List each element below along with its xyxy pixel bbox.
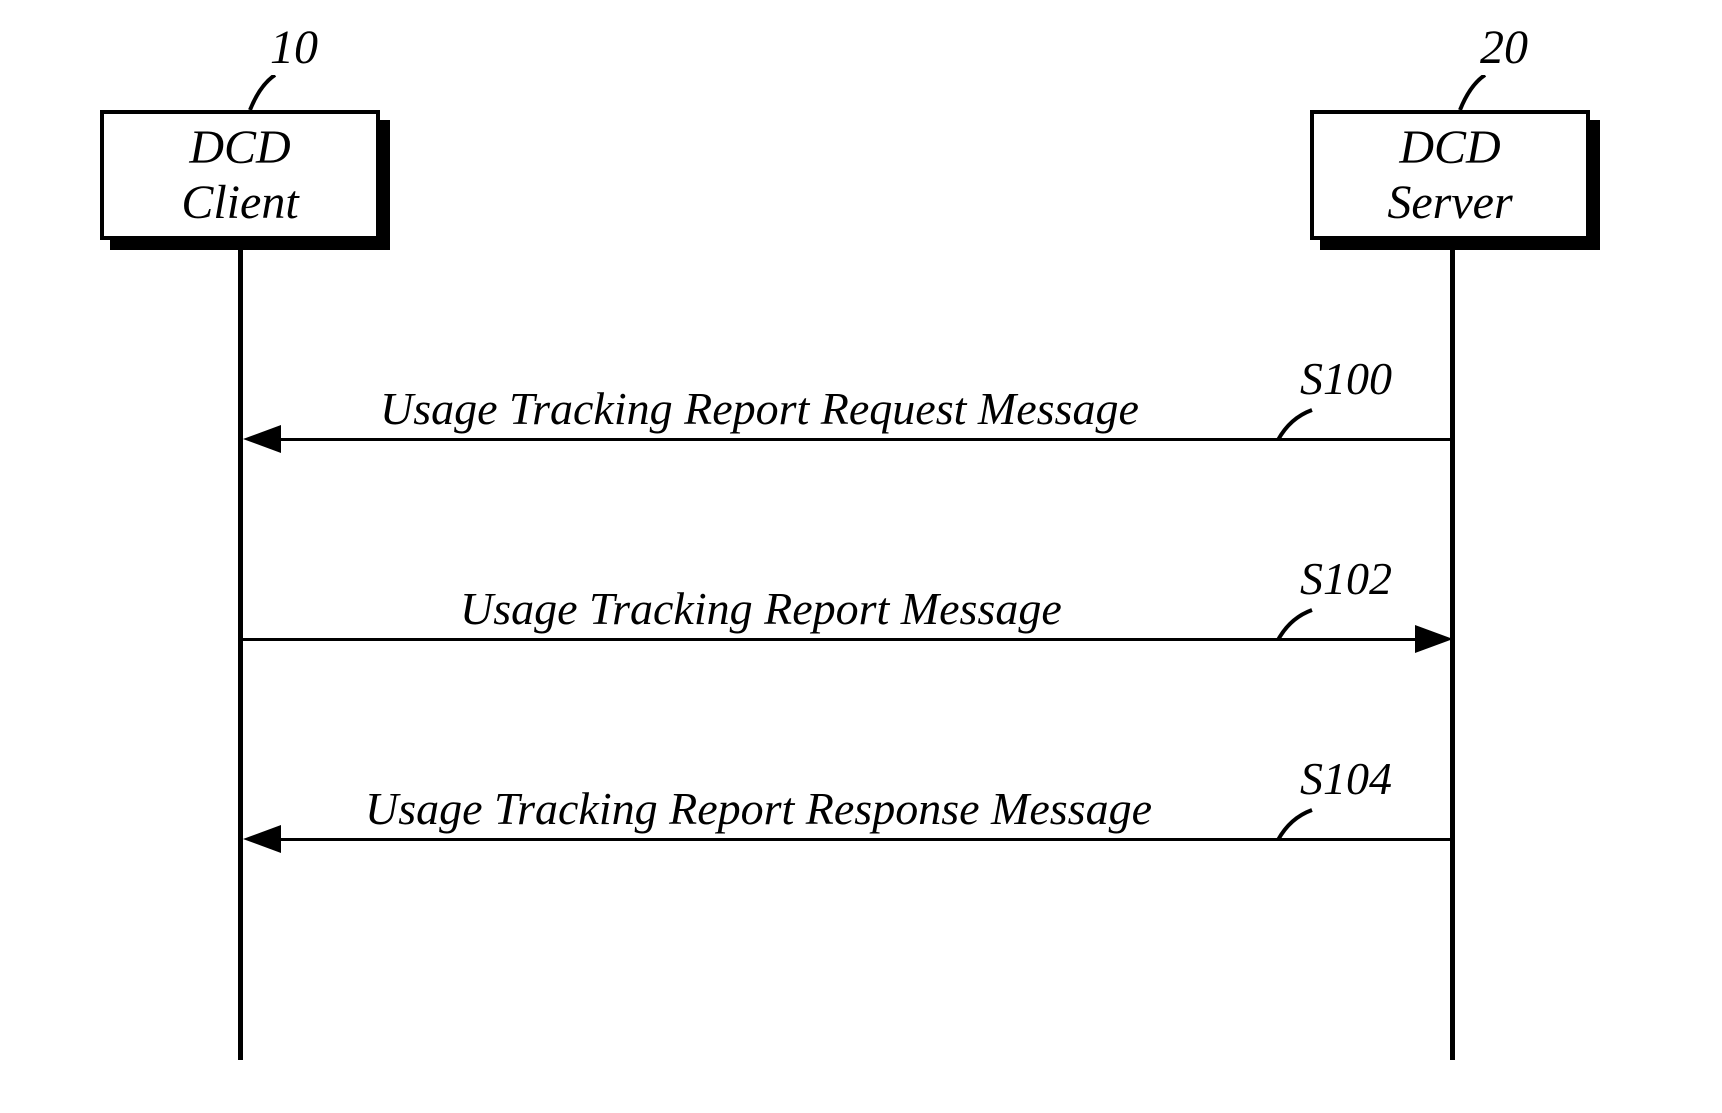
arrow-s102-head [1415, 625, 1453, 653]
server-line2: Server [1387, 175, 1512, 230]
msg-s100-label: Usage Tracking Report Request Message [380, 382, 1139, 435]
msg-s104-label: Usage Tracking Report Response Message [365, 782, 1152, 835]
arrow-s104-line [276, 838, 1452, 841]
sequence-diagram: 10 20 DCD Client DCD Server S100 Usage T… [0, 0, 1722, 1113]
client-line1: DCD [189, 120, 290, 175]
step-s100-tick [1270, 408, 1320, 448]
arrow-s102-line [243, 638, 1419, 641]
arrow-s100-line [276, 438, 1452, 441]
step-s104-label: S104 [1300, 752, 1392, 805]
server-line1: DCD [1399, 120, 1500, 175]
client-line2: Client [181, 175, 298, 230]
server-box: DCD Server [1310, 110, 1590, 240]
server-ref-tick [1455, 75, 1495, 115]
client-box: DCD Client [100, 110, 380, 240]
client-ref-tick [245, 75, 285, 115]
step-s102-tick [1270, 608, 1320, 648]
step-s100-label: S100 [1300, 352, 1392, 405]
step-s102-label: S102 [1300, 552, 1392, 605]
arrow-s104-head [243, 825, 281, 853]
step-s104-tick [1270, 808, 1320, 848]
client-lifeline [238, 240, 243, 1060]
server-ref-label: 20 [1480, 20, 1528, 75]
client-ref-label: 10 [270, 20, 318, 75]
msg-s102-label: Usage Tracking Report Message [460, 582, 1062, 635]
arrow-s100-head [243, 425, 281, 453]
